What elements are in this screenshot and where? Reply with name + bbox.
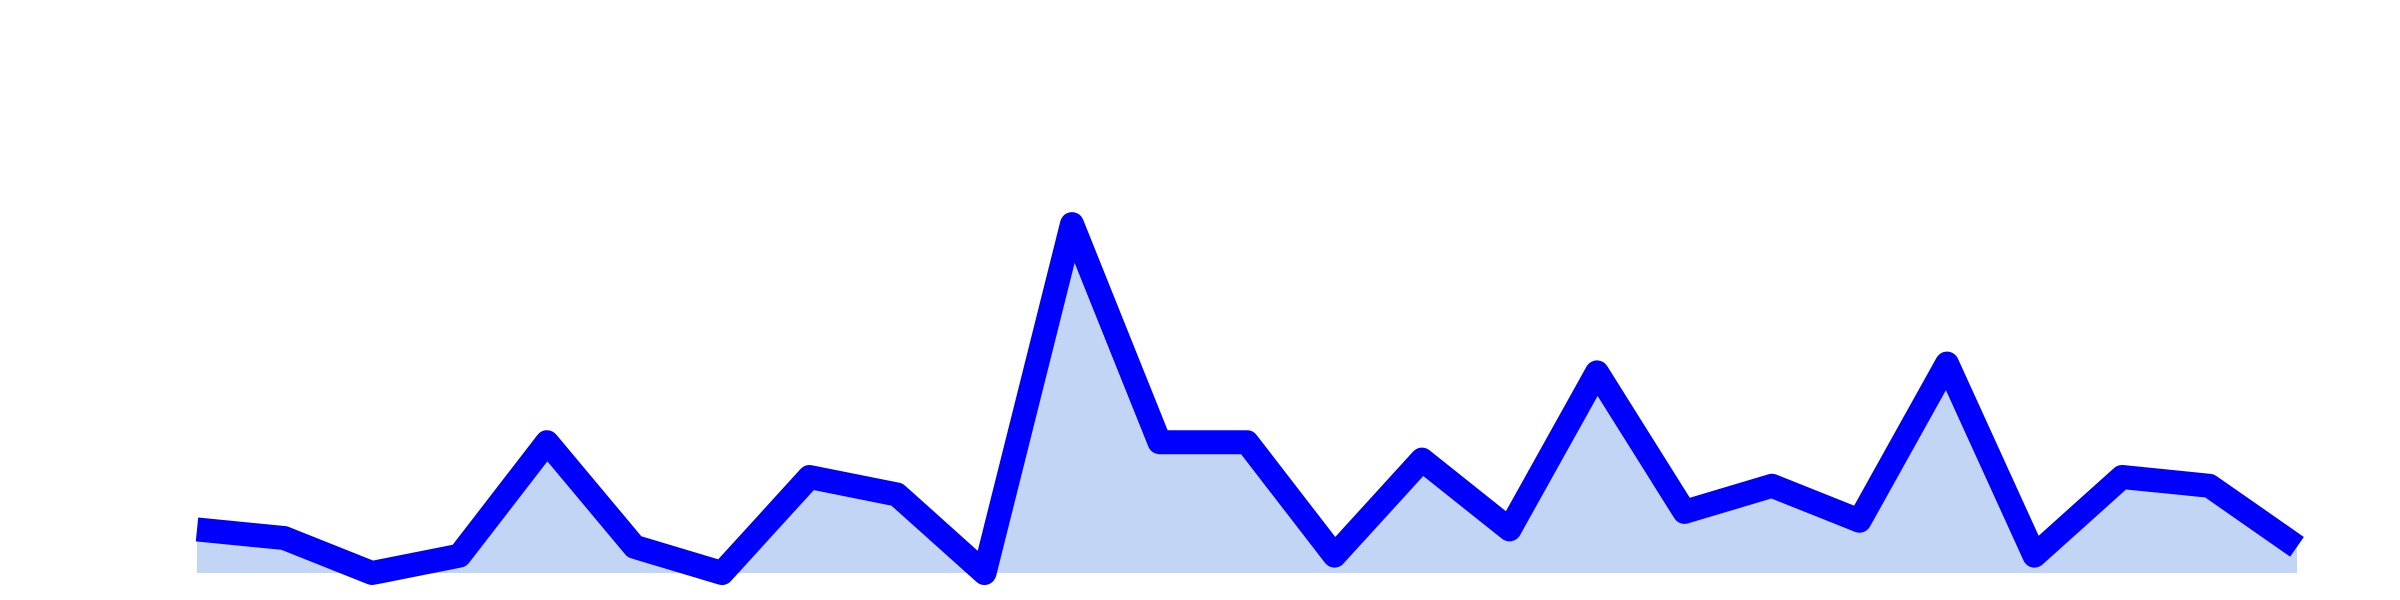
point-layer (196, 224, 2298, 574)
area-layer (197, 224, 2297, 573)
series-area-fill (197, 224, 2297, 573)
